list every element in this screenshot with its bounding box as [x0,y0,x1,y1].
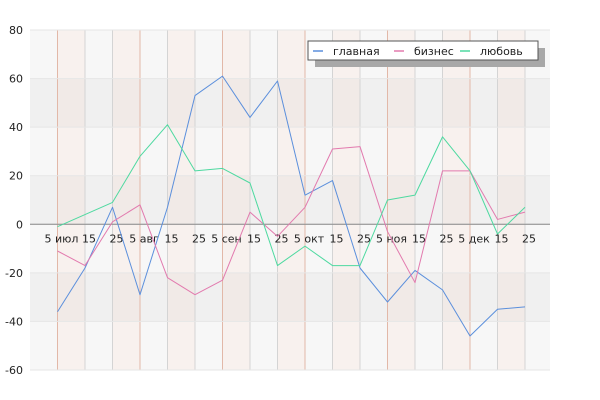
legend-label: главная [333,45,380,58]
plot-column-tint [332,30,360,370]
x-tick-label: 25 [275,232,289,245]
x-tick-label: 15 [82,232,96,245]
plot-band [30,127,550,176]
series-lines [57,75,526,337]
legend-label: бизнес [414,45,454,58]
series-line-любовь [57,124,526,267]
x-tick-label: 15 [165,232,179,245]
y-tick-label: 20 [9,170,23,183]
legend-label: любовь [480,45,523,58]
x-tick-label: 5 сен [211,232,242,245]
y-tick-label: -60 [5,364,23,377]
x-tick-label: 5 июл [45,232,79,245]
x-tick-label: 15 [495,232,509,245]
plot-column-tint [57,30,85,370]
plot-band [30,321,550,370]
x-tick-label: 15 [330,232,344,245]
y-tick-label: 0 [16,218,23,231]
y-tick-label: 40 [9,121,23,134]
plot-column-tint [167,30,195,370]
y-tick-label: 80 [9,24,23,37]
y-tick-label: -20 [5,267,23,280]
series-line-бизнес [57,146,526,296]
x-tick-label: 25 [522,232,536,245]
legend: главная бизнес любовь [307,40,545,67]
plot-column-tint [442,30,470,370]
legend-box [307,40,539,61]
plot-column-tint [497,30,525,370]
plot-band [30,175,550,225]
y-tick-label: 60 [9,73,23,86]
x-tick-label: 25 [192,232,206,245]
plot-band [30,78,550,128]
x-tick-label: 25 [357,232,371,245]
x-tick-label: 25 [440,232,454,245]
plot-column-tint [387,30,415,370]
plot-band [30,224,550,273]
plot-column-tint [222,30,250,370]
plot-band [30,272,550,322]
x-tick-label: 15 [247,232,261,245]
series-line-главная [57,75,526,337]
plot-column-tint [112,30,140,370]
x-tick-label: 15 [412,232,426,245]
x-tick-label: 5 дек [458,232,490,245]
x-tick-label: 25 [110,232,124,245]
y-tick-label: -40 [5,315,23,328]
horizontal-gridlines [30,29,550,371]
x-tick-label: 5 окт [294,232,325,245]
vertical-gridlines [57,30,526,370]
plot-background [30,30,550,370]
y-axis-tick-labels: 80 60 40 20 0 -20 -40 -60 [5,24,23,377]
plot-column-tint [277,30,305,370]
